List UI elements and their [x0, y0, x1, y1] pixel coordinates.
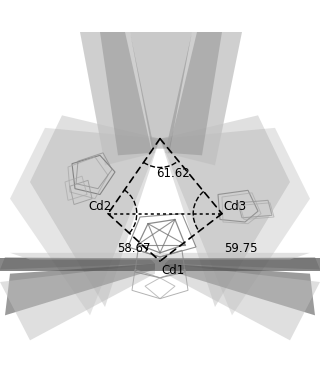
Polygon shape: [165, 264, 315, 315]
Polygon shape: [160, 128, 310, 315]
Polygon shape: [165, 32, 242, 166]
Text: 61.62: 61.62: [156, 167, 190, 180]
Polygon shape: [30, 115, 160, 307]
Polygon shape: [165, 264, 320, 340]
Text: 58.67: 58.67: [117, 242, 150, 255]
Polygon shape: [10, 253, 310, 260]
Polygon shape: [130, 32, 192, 149]
Text: 59.75: 59.75: [224, 242, 258, 255]
Polygon shape: [80, 32, 155, 166]
Text: Cd1: Cd1: [162, 264, 185, 277]
Polygon shape: [0, 264, 155, 340]
Polygon shape: [100, 32, 152, 156]
Text: Cd3: Cd3: [224, 200, 247, 214]
Polygon shape: [0, 258, 320, 271]
Text: Cd2: Cd2: [89, 200, 112, 214]
Polygon shape: [168, 32, 222, 156]
Polygon shape: [0, 257, 155, 270]
Polygon shape: [5, 264, 155, 315]
Polygon shape: [10, 128, 160, 315]
Polygon shape: [160, 115, 290, 307]
Polygon shape: [165, 257, 320, 270]
